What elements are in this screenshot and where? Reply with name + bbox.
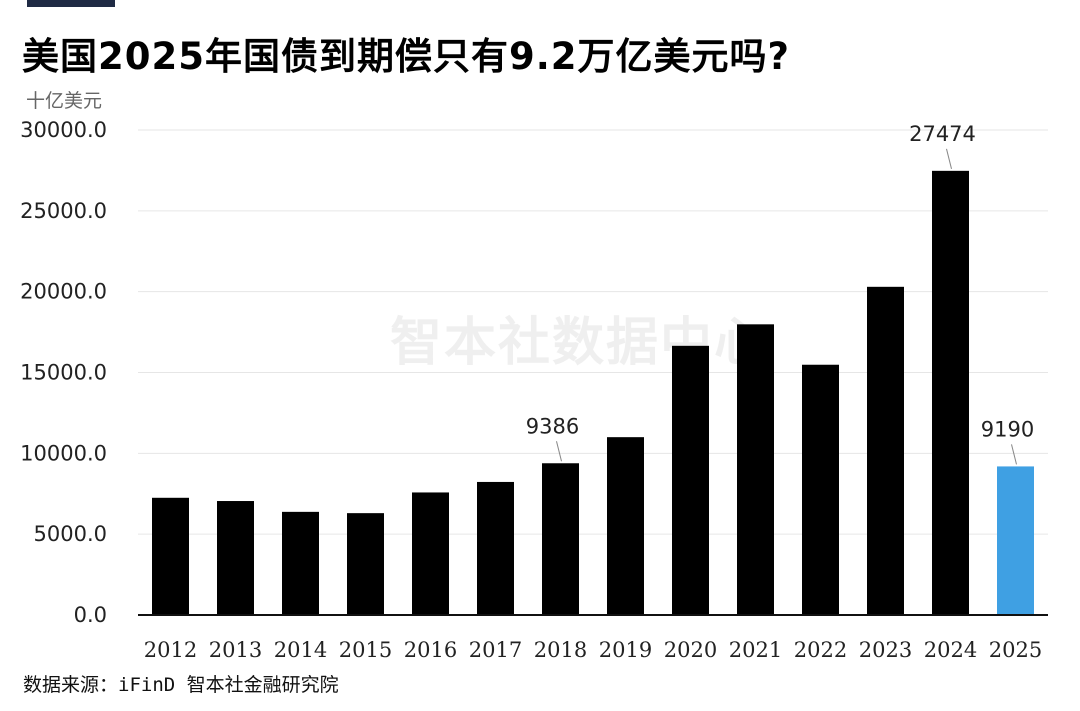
data-label-leader xyxy=(556,441,562,462)
chart-title: 美国2025年国债到期偿只有9.2万亿美元吗? xyxy=(22,35,790,78)
bar xyxy=(412,492,449,615)
bar xyxy=(152,497,189,615)
x-tick-label: 2014 xyxy=(274,638,327,662)
x-tick-label: 2018 xyxy=(534,638,587,662)
x-tick-label: 2021 xyxy=(729,638,782,662)
y-tick-label: 10000.0 xyxy=(20,441,107,465)
data-label-leader xyxy=(946,148,952,169)
bar xyxy=(347,513,384,615)
bar xyxy=(997,466,1034,615)
bar xyxy=(737,324,774,615)
bar xyxy=(932,170,969,615)
y-tick-label: 5000.0 xyxy=(34,522,107,546)
x-tick-label: 2024 xyxy=(924,638,977,662)
y-tick-label: 30000.0 xyxy=(20,118,107,142)
source-note: 数据来源：iFinD 智本社金融研究院 xyxy=(23,674,339,696)
top-accent-bar xyxy=(27,0,115,7)
bar xyxy=(607,437,644,615)
bar xyxy=(867,286,904,615)
y-tick-label: 0.0 xyxy=(74,603,107,627)
x-tick-label: 2015 xyxy=(339,638,392,662)
bar xyxy=(282,511,319,615)
y-tick-label: 15000.0 xyxy=(20,361,107,385)
data-label: 9386 xyxy=(526,414,579,438)
data-label: 9190 xyxy=(981,417,1034,441)
data-label-leader xyxy=(1011,444,1017,465)
bar xyxy=(672,345,709,615)
bar xyxy=(802,364,839,615)
x-tick-label: 2012 xyxy=(144,638,197,662)
data-label: 27474 xyxy=(909,122,976,146)
x-tick-label: 2017 xyxy=(469,638,522,662)
bar xyxy=(217,501,254,615)
x-tick-label: 2023 xyxy=(859,638,912,662)
y-tick-label: 25000.0 xyxy=(20,199,107,223)
x-tick-label: 2013 xyxy=(209,638,262,662)
x-tick-label: 2022 xyxy=(794,638,847,662)
x-tick-label: 2016 xyxy=(404,638,457,662)
x-tick-label: 2020 xyxy=(664,638,717,662)
bar xyxy=(477,481,514,615)
bar xyxy=(542,463,579,615)
x-tick-label: 2025 xyxy=(989,638,1042,662)
y-axis-unit-label: 十亿美元 xyxy=(26,90,103,112)
y-tick-label: 20000.0 xyxy=(20,280,107,304)
x-tick-label: 2019 xyxy=(599,638,652,662)
